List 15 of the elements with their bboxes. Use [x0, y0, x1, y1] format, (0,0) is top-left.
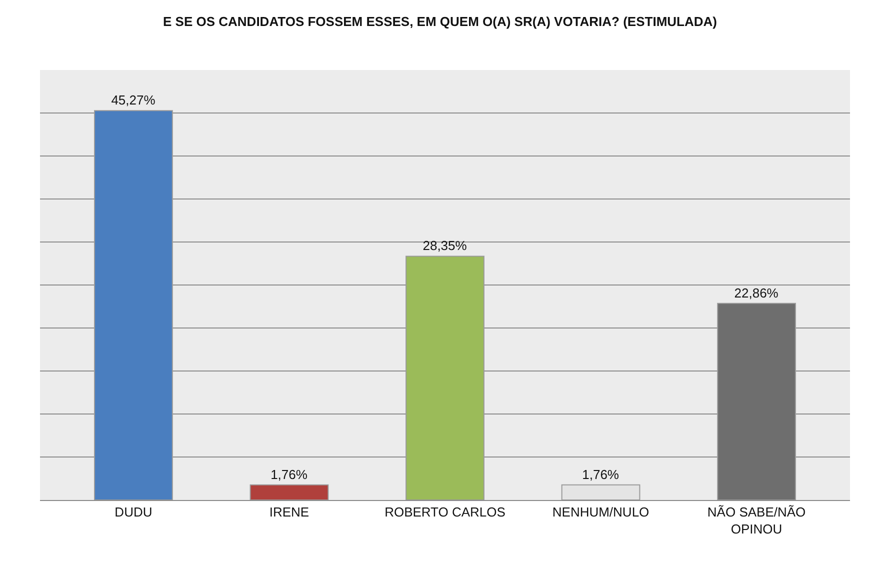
bar: [250, 484, 329, 500]
x-tick-label: NÃO SABE/NÃO OPINOU: [707, 504, 806, 536]
x-tick-label: NENHUM/NULO: [552, 504, 650, 520]
bar: [94, 110, 173, 500]
data-label: 45,27%: [111, 92, 156, 108]
bar: [717, 302, 796, 500]
x-tick-label: IRENE: [269, 504, 310, 520]
chart-title: E SE OS CANDIDATOS FOSSEM ESSES, EM QUEM O(A) SR(A) VOTARIA? (ESTIMULADA): [163, 14, 717, 30]
data-label: 22,86%: [734, 285, 779, 300]
x-tick-label: ROBERTO CARLOS: [384, 504, 506, 520]
data-label: 28,35%: [422, 238, 468, 254]
data-label: 1,76%: [582, 466, 620, 482]
bar: [406, 256, 484, 500]
data-label: 1,76%: [270, 466, 308, 482]
x-tick-label: DUDU: [114, 504, 152, 520]
